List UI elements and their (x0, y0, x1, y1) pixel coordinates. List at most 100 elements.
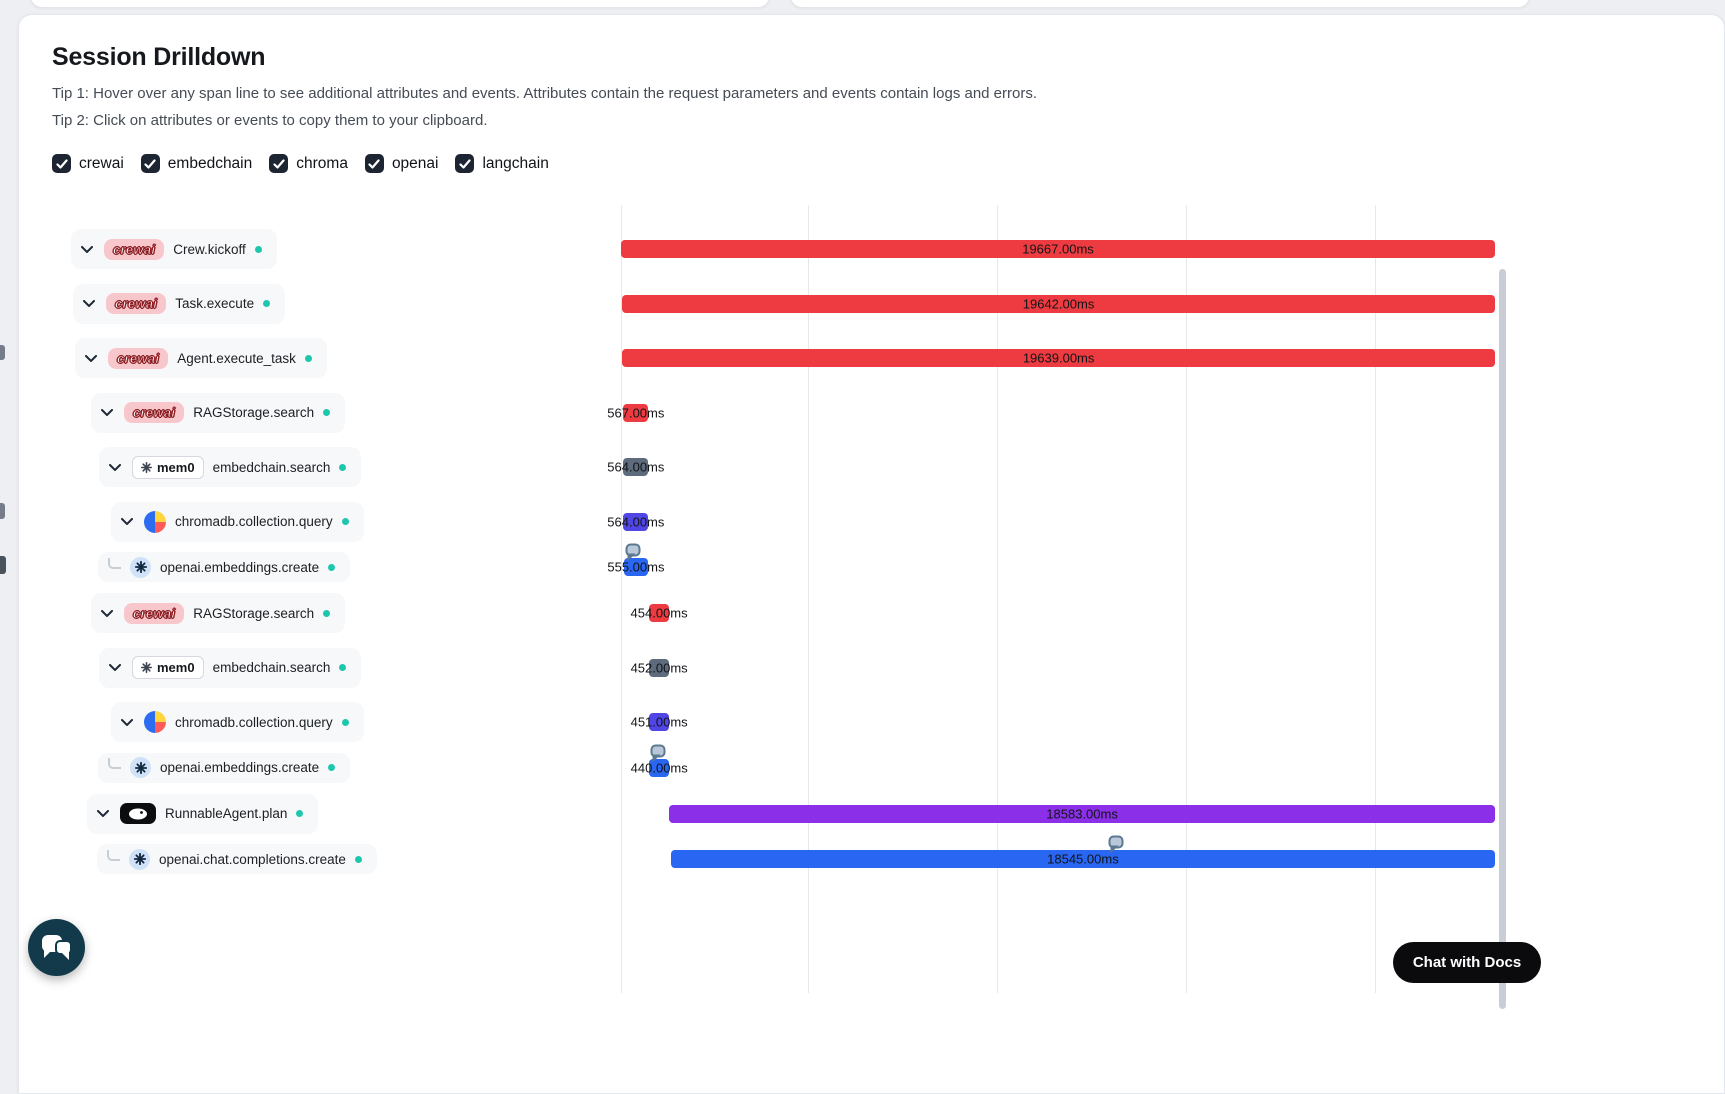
vendor-filter-checkbox[interactable]: embedchain (140, 154, 253, 173)
partial-background-icon (0, 503, 5, 519)
duration-bar[interactable] (648, 604, 670, 622)
chevron-down-icon[interactable] (109, 664, 123, 671)
event-bubble-icon[interactable] (650, 744, 666, 762)
gridline (808, 205, 809, 993)
partial-background-icon (0, 556, 6, 574)
duration-bar[interactable] (623, 403, 649, 422)
duration-label: 19639.00ms (1022, 350, 1095, 366)
vertical-scrollbar[interactable] (1499, 269, 1506, 1009)
tip-2-text: Tip 2: Click on attributes or events to … (52, 112, 488, 129)
duration-bar[interactable] (622, 349, 1495, 367)
chat-widget-launcher[interactable] (28, 919, 85, 976)
span-label-box[interactable]: openai.embeddings.create (98, 552, 351, 582)
span-label-box[interactable]: openai.chat.completions.create (97, 844, 377, 874)
span-name: Crew.kickoff (173, 241, 246, 257)
collapsed-panel-top-right[interactable] (790, 0, 1530, 8)
mem0-logo: mem0 (132, 455, 204, 479)
duration-label: 18583.00ms (1046, 806, 1118, 821)
crewai-logo: crewai (104, 238, 165, 260)
span-name: Task.execute (175, 296, 255, 311)
span-name: chromadb.collection.query (175, 514, 333, 529)
duration-bar[interactable] (623, 512, 649, 531)
chevron-down-icon[interactable] (85, 354, 99, 362)
vendor-filter-checkbox[interactable]: crewai (52, 154, 124, 173)
chevron-down-icon[interactable] (101, 609, 115, 617)
chevron-down-icon[interactable] (121, 718, 135, 726)
chevron-down-icon[interactable] (81, 245, 95, 253)
span-label-box[interactable]: openai.embeddings.create (98, 752, 351, 783)
checkbox-checked-icon[interactable] (52, 154, 71, 173)
span-name: embedchain.search (212, 459, 331, 475)
status-dot (339, 463, 347, 471)
duration-label: 18545.00ms (1047, 851, 1119, 867)
span-name: openai.chat.completions.create (159, 851, 346, 867)
event-bubble-icon[interactable] (1108, 835, 1124, 854)
duration-label: 567.00ms (607, 405, 665, 420)
event-bubble-icon[interactable] (625, 543, 641, 562)
vendor-filter-checkbox[interactable]: chroma (269, 154, 348, 173)
span-label-box[interactable]: mem0 embedchain.search (99, 647, 362, 688)
gridline (1375, 205, 1376, 993)
status-dot (341, 718, 349, 726)
span-name: openai.embeddings.create (160, 760, 320, 775)
checkbox-checked-icon[interactable] (140, 154, 160, 173)
status-dot (323, 409, 331, 416)
span-label-box[interactable]: mem0 embedchain.search (99, 447, 362, 487)
chevron-down-icon[interactable] (121, 518, 135, 525)
span-name: chromadb.collection.query (175, 714, 333, 730)
vendor-filter-label: langchain (482, 154, 549, 172)
status-dot (339, 664, 347, 671)
duration-bar[interactable] (669, 804, 1495, 823)
crewai-logo: crewai (124, 402, 185, 423)
span-label-box[interactable]: crewai Crew.kickoff (71, 229, 277, 269)
gridline (621, 205, 622, 993)
span-name: Agent.execute_task (177, 350, 296, 366)
chevron-down-icon[interactable] (97, 810, 111, 817)
duration-label: 19642.00ms (1022, 296, 1095, 311)
status-dot (296, 810, 304, 817)
duration-bar[interactable] (649, 658, 670, 677)
tree-branch-icon (107, 849, 120, 861)
mem0-logo-label: mem0 (157, 660, 195, 675)
vendor-filter-checkbox[interactable]: langchain (455, 154, 549, 173)
checkbox-checked-icon[interactable] (269, 154, 289, 173)
duration-bar[interactable] (621, 240, 1495, 258)
span-label-box[interactable]: crewai RAGStorage.search (91, 593, 346, 633)
openai-logo (130, 556, 151, 578)
span-label-box[interactable]: RunnableAgent.plan (87, 793, 319, 834)
status-dot (263, 300, 271, 307)
chat-with-docs-button[interactable]: Chat with Docs (1393, 942, 1541, 983)
duration-bar[interactable] (622, 294, 1495, 313)
checkbox-checked-icon[interactable] (455, 154, 475, 173)
span-name: RAGStorage.search (193, 605, 315, 621)
vendor-filters: crewai embedchain chroma openai langchai… (52, 154, 549, 173)
trace-timeline: crewai Crew.kickoff 19667.00ms crewai Ta… (19, 15, 1724, 1093)
chat-bubbles-icon (41, 935, 72, 960)
session-drilldown-card: Session Drilldown Tip 1: Hover over any … (18, 14, 1725, 1094)
duration-label: 452.00ms (630, 660, 688, 675)
chevron-down-icon[interactable] (101, 409, 115, 416)
tip-1-text: Tip 1: Hover over any span line to see a… (52, 85, 1038, 102)
duration-bar[interactable] (649, 713, 670, 731)
openai-logo (129, 848, 150, 870)
span-label-box[interactable]: chromadb.collection.query (111, 501, 364, 542)
span-label-box[interactable]: crewai Task.execute (73, 283, 286, 324)
span-label-box[interactable]: crewai Agent.execute_task (75, 338, 327, 378)
span-name: embedchain.search (212, 660, 331, 675)
mem0-logo: mem0 (132, 656, 204, 679)
chevron-down-icon[interactable] (109, 463, 123, 471)
duration-bar[interactable] (649, 758, 669, 777)
span-label-box[interactable]: crewai RAGStorage.search (91, 392, 346, 433)
duration-bar[interactable] (623, 558, 649, 576)
span-name: openai.embeddings.create (160, 559, 320, 575)
checkbox-checked-icon[interactable] (364, 154, 384, 173)
chevron-down-icon[interactable] (83, 300, 97, 307)
duration-bar[interactable] (623, 458, 649, 476)
span-label-box[interactable]: chromadb.collection.query (111, 702, 364, 742)
vendor-filter-label: embedchain (167, 154, 253, 172)
duration-bar[interactable] (670, 850, 1495, 868)
collapsed-panel-top-left[interactable] (30, 0, 770, 8)
vendor-filter-checkbox[interactable]: openai (364, 154, 438, 173)
chroma-logo (144, 510, 166, 533)
